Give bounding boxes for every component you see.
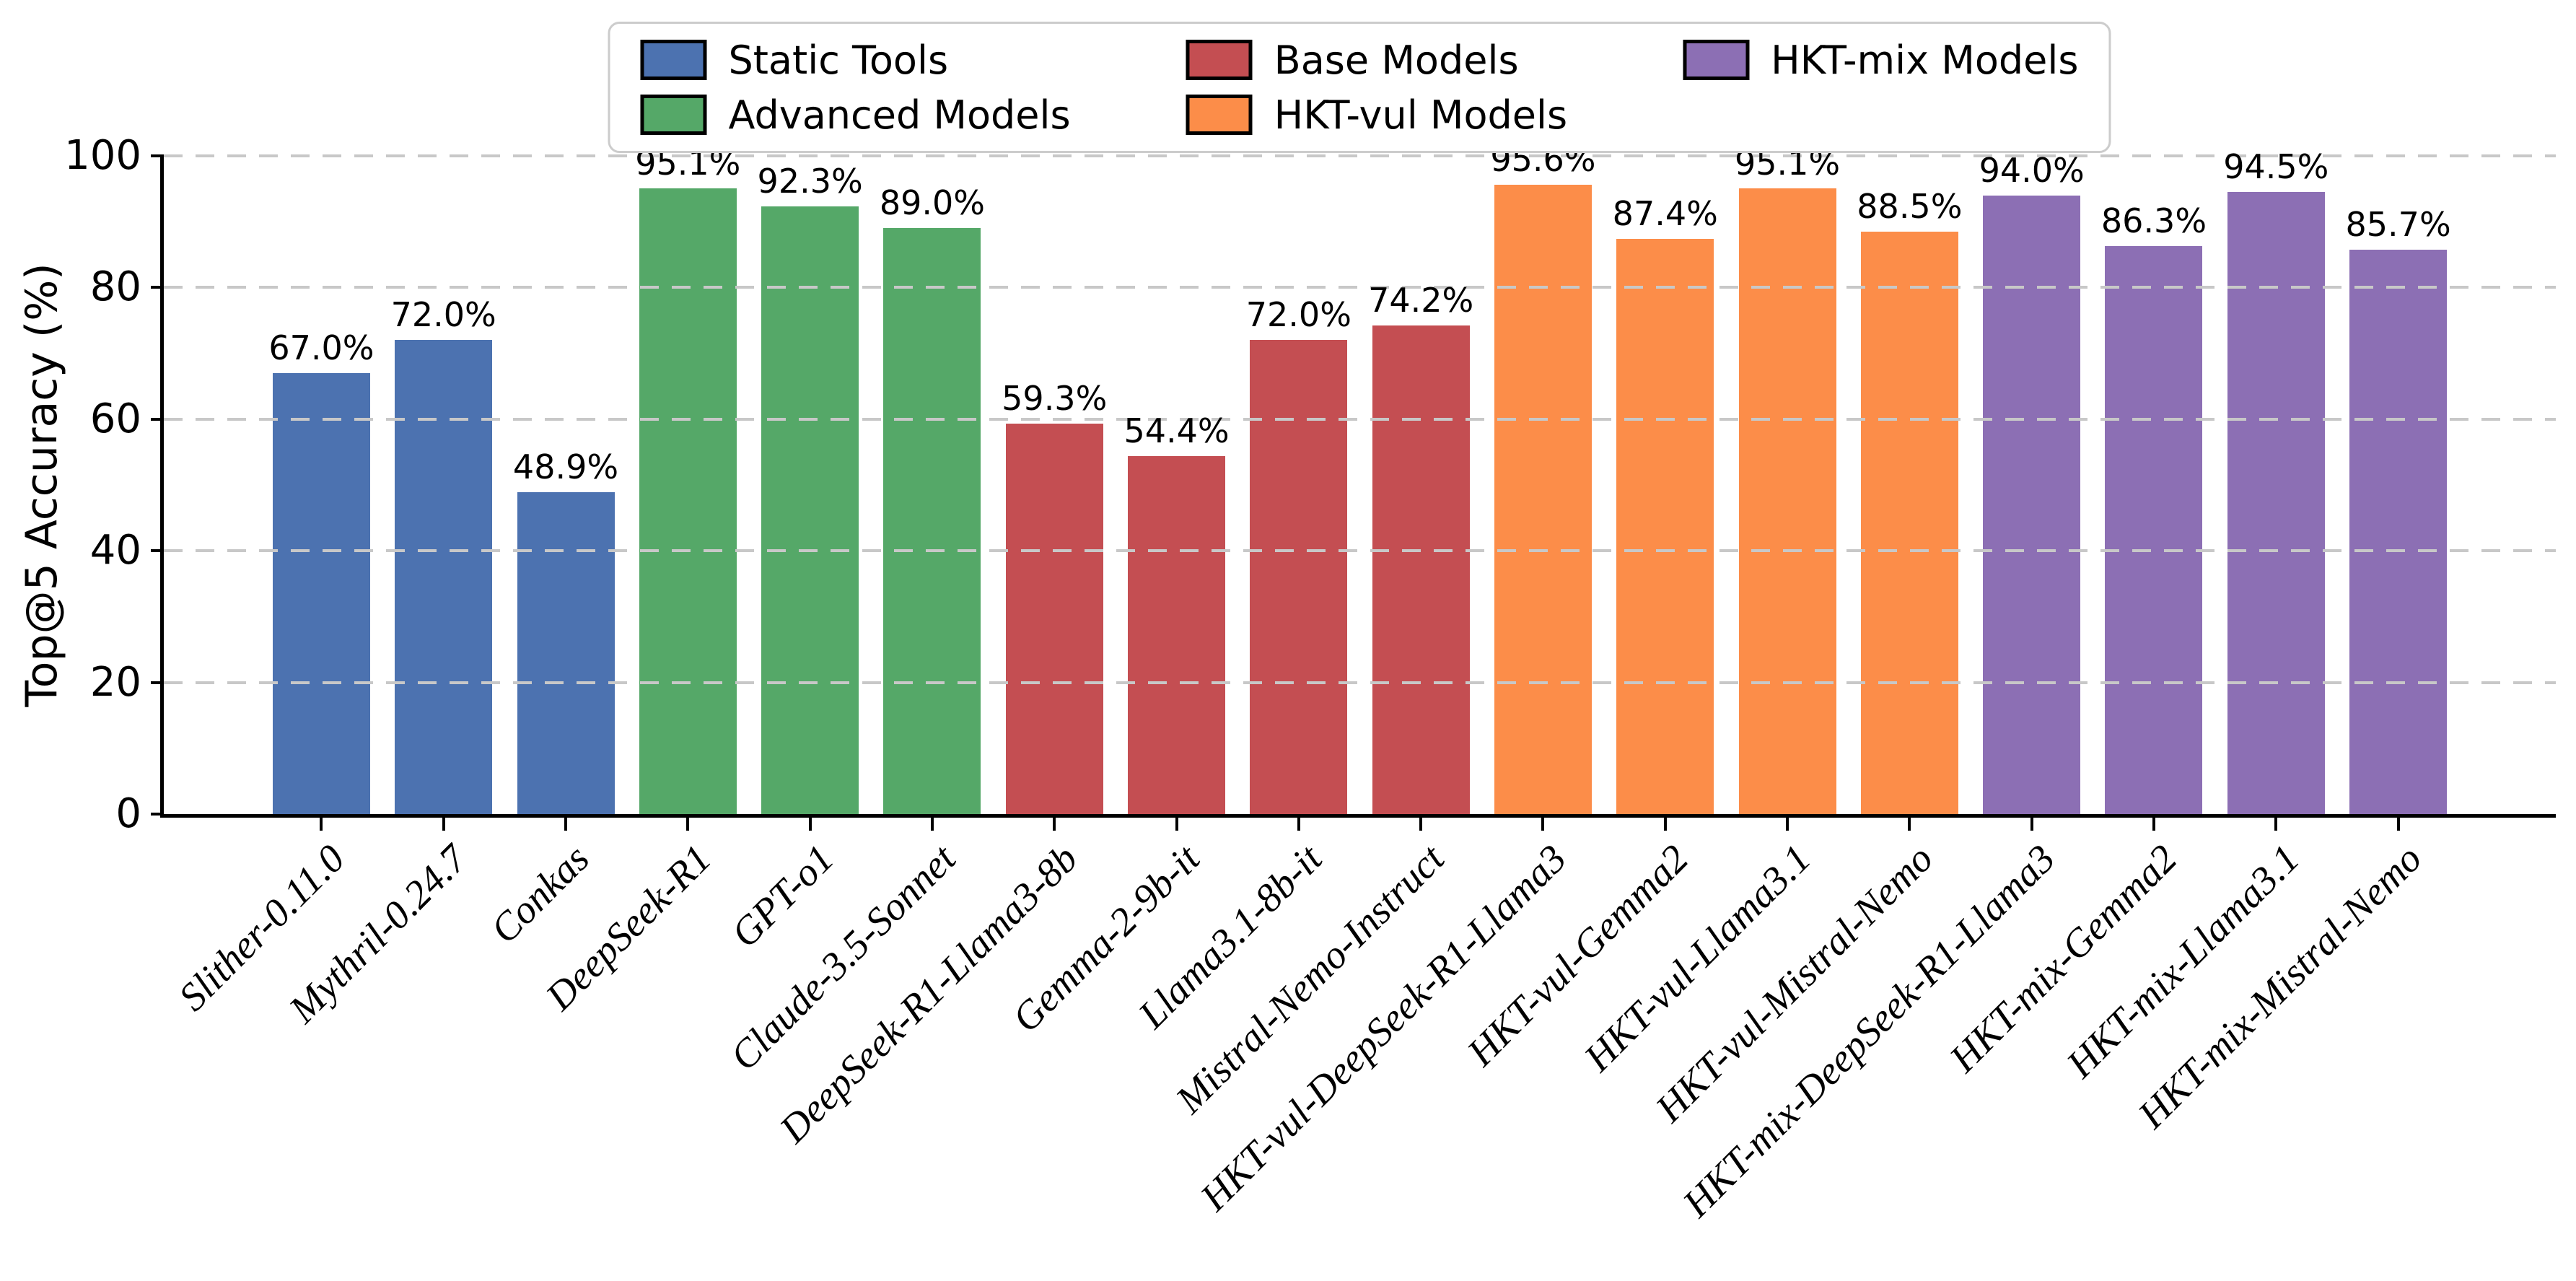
x-tick-mark (564, 818, 567, 831)
y-gridline (164, 286, 2556, 289)
bar-value-label: 59.3% (1002, 379, 1108, 419)
legend-label: Base Models (1274, 37, 1519, 83)
bar-value-label: 94.5% (2223, 147, 2329, 187)
legend-item: Advanced Models (640, 92, 1071, 138)
bar (883, 228, 981, 814)
bar (1616, 238, 1714, 814)
bar-value-label: 54.4% (1123, 411, 1230, 450)
bar (1983, 195, 2081, 814)
bar (517, 492, 615, 814)
legend-item: HKT-vul Models (1186, 92, 1568, 138)
bar-value-label: 48.9% (512, 447, 619, 487)
legend-item: Base Models (1186, 37, 1568, 83)
legend-swatch (1186, 40, 1253, 80)
x-tick-mark (1663, 818, 1667, 831)
x-tick-mark (1175, 818, 1178, 831)
y-gridline (164, 417, 2556, 421)
x-tick-mark (1908, 818, 1911, 831)
y-tick-label: 0 (115, 790, 141, 837)
x-tick-mark (2396, 818, 2400, 831)
bar-value-label: 74.2% (1368, 281, 1474, 320)
bar-value-label: 87.4% (1612, 193, 1718, 233)
x-tick-mark (320, 818, 323, 831)
bar-value-label: 92.3% (757, 162, 863, 201)
bar (2349, 250, 2448, 814)
x-tick-label: HKT-mix-Llama3.1 (2058, 836, 2308, 1086)
x-tick-mark (808, 818, 812, 831)
x-tick-mark (1541, 818, 1545, 831)
y-tick-label: 40 (89, 527, 141, 574)
x-tick-mark (686, 818, 690, 831)
plot-area: 67.0% 72.0% 48.9% 95.1% 92.3% 89.0% 59.3% 54.4%… (164, 140, 2556, 814)
x-axis-spine (160, 814, 2556, 818)
bar-value-label: 72.0% (390, 295, 496, 335)
legend-label: HKT-vul Models (1274, 92, 1568, 138)
y-tick-label: 100 (64, 132, 141, 179)
x-tick-mark (1786, 818, 1789, 831)
x-tick-mark (2030, 818, 2033, 831)
x-tick-mark (2274, 818, 2278, 831)
x-tick-label: HKT-vul-Llama3.1 (1575, 836, 1819, 1080)
bar (1128, 455, 1226, 814)
bar-value-label: 88.5% (1857, 186, 1963, 226)
bar-value-label: 85.7% (2345, 205, 2451, 245)
y-axis-title: Top@5 Accuracy (%) (17, 263, 67, 707)
y-tick-mark (151, 286, 162, 289)
y-tick-mark (151, 681, 162, 684)
legend: Static Tools Advanced Models Base Models HK… (608, 22, 2111, 153)
legend-swatch (1683, 40, 1750, 80)
bar (639, 188, 737, 814)
x-tick-mark (1053, 818, 1056, 831)
bar-value-label: 89.0% (879, 183, 985, 223)
legend-item: HKT-mix Models (1683, 37, 2079, 83)
bar (1738, 188, 1836, 814)
y-gridline (164, 681, 2556, 684)
bar (1860, 231, 1958, 814)
y-gridline (164, 154, 2556, 158)
legend-label: Static Tools (728, 37, 949, 83)
legend-swatch (640, 95, 707, 135)
legend-column: Base Models HKT-vul Models (1186, 37, 1568, 138)
y-tick-mark (151, 154, 162, 157)
bar-value-label: 72.0% (1245, 295, 1351, 335)
y-gridline (164, 549, 2556, 553)
bar (395, 340, 493, 814)
bar (2105, 245, 2203, 814)
legend-label: HKT-mix Models (1771, 37, 2079, 83)
x-tick-mark (442, 818, 445, 831)
y-tick-label: 20 (89, 658, 141, 706)
legend-label: Advanced Models (728, 92, 1071, 138)
bar-value-label: 94.0% (1979, 150, 2085, 190)
bar (1005, 424, 1103, 814)
x-tick-mark (1297, 818, 1300, 831)
bar (1494, 185, 1592, 814)
bar (2227, 192, 2325, 814)
x-tick-label: Conkas (482, 836, 597, 952)
y-tick-mark (151, 417, 162, 421)
x-tick-mark (930, 818, 934, 831)
legend-column: Static Tools Advanced Models (640, 37, 1071, 138)
bar (272, 372, 370, 814)
x-tick-label: GPT-o1 (722, 836, 842, 956)
bar-value-label: 86.3% (2100, 201, 2207, 240)
bar (761, 206, 859, 814)
x-tick-mark (2152, 818, 2155, 831)
x-tick-label: Claude-3.5-Sonnet (721, 836, 964, 1079)
bar-value-label: 67.0% (268, 328, 374, 367)
y-tick-mark (151, 549, 162, 553)
legend-item: Static Tools (640, 37, 1070, 83)
legend-column: HKT-mix Models (1683, 37, 2079, 83)
x-tick-mark (1419, 818, 1423, 831)
x-tick-label: HKT-vul-Gemma2 (1458, 836, 1697, 1075)
y-tick-mark (151, 813, 162, 816)
y-tick-label: 80 (89, 263, 141, 311)
legend-swatch (1186, 95, 1253, 135)
x-tick-label: HKT-mix-Gemma2 (1941, 836, 2186, 1081)
y-axis-spine (160, 154, 164, 818)
y-tick-label: 60 (89, 395, 141, 442)
legend-swatch (640, 40, 707, 80)
bar (1372, 325, 1470, 814)
